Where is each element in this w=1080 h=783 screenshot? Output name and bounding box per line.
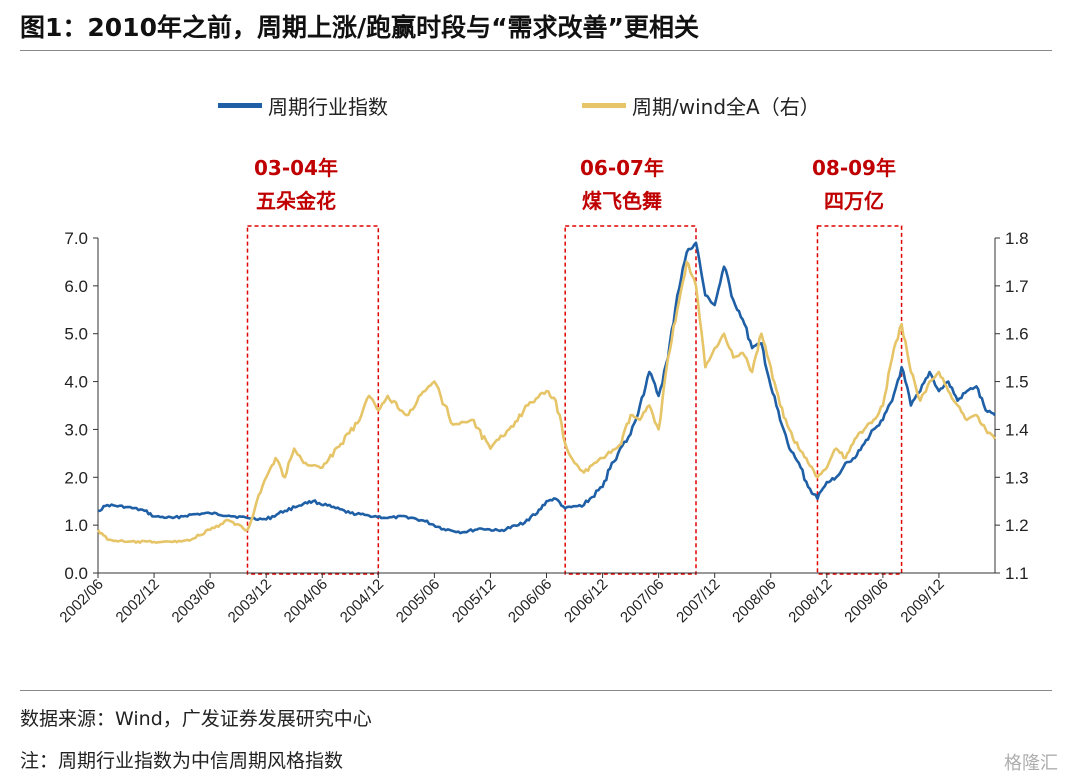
- y-left-tick-label: 4.0: [64, 373, 88, 392]
- x-tick-label: 2006/12: [561, 576, 611, 626]
- annotation-period: 08-09年: [812, 156, 896, 180]
- source-note: 数据来源：Wind，广发证券发展研究中心: [20, 708, 372, 730]
- legend-swatch-blue: [218, 102, 262, 108]
- y-left-tick-label: 5.0: [64, 325, 88, 344]
- highlight-box-1: [246, 225, 380, 575]
- annotation-period: 06-07年: [580, 156, 664, 180]
- x-tick-label: 2008/06: [729, 576, 779, 626]
- x-tick-label: 2003/06: [169, 576, 219, 626]
- legend-item-cyclical-index: 周期行业指数: [218, 92, 388, 119]
- x-tick-label: 2006/06: [505, 576, 555, 626]
- x-tick-label: 2005/06: [393, 576, 443, 626]
- y-left-tick-label: 7.0: [64, 229, 88, 248]
- legend-label: 周期行业指数: [268, 94, 388, 119]
- legend-item-ratio: 周期/wind全A（右）: [582, 92, 820, 119]
- title-divider: [20, 50, 1052, 51]
- x-tick-label: 2008/12: [785, 576, 835, 626]
- annotation-label: 煤飞色舞: [581, 189, 662, 213]
- footer-divider: [20, 690, 1052, 691]
- highlight-box-3: [816, 225, 903, 575]
- watermark-logo: 格隆汇: [1004, 753, 1058, 774]
- x-tick-label: 2002/06: [56, 576, 106, 626]
- legend-swatch-gold: [582, 102, 626, 108]
- y-right-tick-label: 1.8: [1005, 229, 1029, 248]
- x-tick-label: 2003/12: [225, 576, 275, 626]
- x-tick-label: 2007/12: [673, 576, 723, 626]
- chart-title: 图1：2010年之前，周期上涨/跑赢时段与“需求改善”更相关: [20, 13, 699, 42]
- x-tick-label: 2004/12: [337, 576, 387, 626]
- annotation-period: 03-04年: [254, 156, 338, 180]
- series-note: 注：周期行业指数为中信周期风格指数: [20, 750, 344, 772]
- x-tick-label: 2009/06: [841, 576, 891, 626]
- legend-label: 周期/wind全A（右）: [632, 94, 820, 119]
- y-left-tick-label: 6.0: [64, 277, 88, 296]
- annotation-label: 四万亿: [823, 189, 884, 213]
- x-tick-label: 2009/12: [897, 576, 947, 626]
- y-right-tick-label: 1.4: [1005, 420, 1029, 439]
- x-tick-label: 2005/12: [449, 576, 499, 626]
- annotation-2006-2007: 06-07年 煤飞色舞: [580, 152, 664, 214]
- annotation-2003-2004: 03-04年 五朵金花: [254, 152, 338, 214]
- y-left-tick-label: 1.0: [64, 516, 88, 535]
- x-tick-label: 2002/12: [113, 576, 163, 626]
- annotation-2008-2009: 08-09年 四万亿: [812, 152, 896, 214]
- y-right-tick-label: 1.2: [1005, 516, 1029, 535]
- y-right-tick-label: 1.6: [1005, 325, 1029, 344]
- y-right-tick-label: 1.7: [1005, 277, 1029, 296]
- y-left-tick-label: 2.0: [64, 468, 88, 487]
- x-tick-label: 2004/06: [281, 576, 331, 626]
- series-line-cyclical-index: [98, 241, 996, 535]
- x-tick-label: 2007/06: [617, 576, 667, 626]
- y-right-tick-label: 1.3: [1005, 468, 1029, 487]
- y-left-tick-label: 3.0: [64, 420, 88, 439]
- highlight-box-2: [564, 225, 697, 575]
- y-right-tick-label: 1.5: [1005, 373, 1029, 392]
- annotation-label: 五朵金花: [255, 189, 336, 213]
- y-right-tick-label: 1.1: [1005, 564, 1029, 583]
- series-line-ratio: [96, 260, 997, 544]
- y-left-tick-label: 0.0: [64, 564, 88, 583]
